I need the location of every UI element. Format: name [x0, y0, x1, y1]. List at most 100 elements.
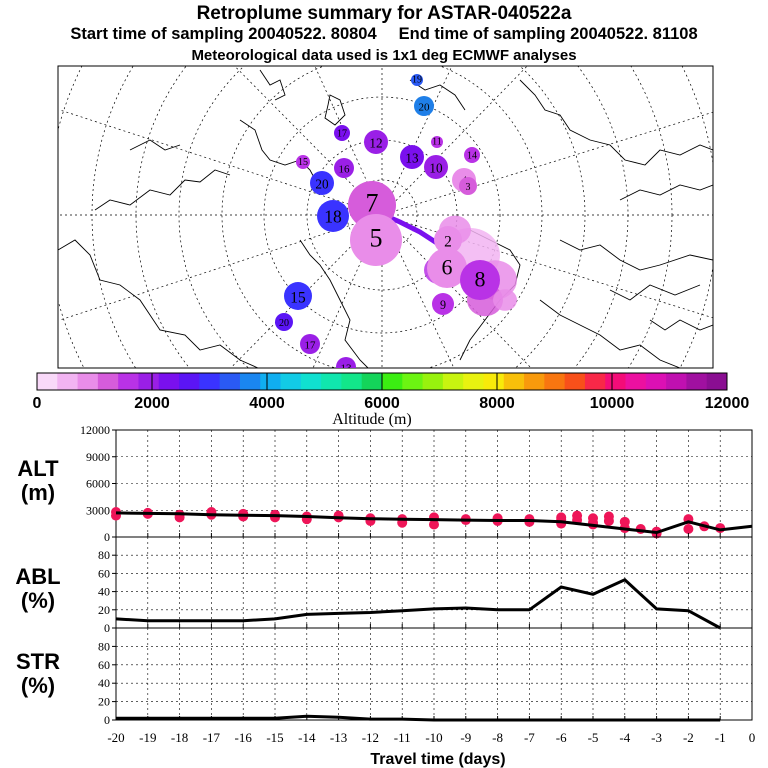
- alt-label-unit: (m): [20, 480, 56, 505]
- colorbar-swatch: [605, 373, 627, 390]
- colorbar-swatch: [341, 373, 363, 390]
- plume-marker: [350, 214, 402, 266]
- y-tick-label: 9000: [86, 450, 110, 464]
- start-time-label: Start time of sampling 20040522. 80804: [70, 25, 377, 43]
- x-tick-label: -1: [715, 730, 726, 745]
- colorbar-swatch: [219, 373, 241, 390]
- colorbar-tick-label: 4000: [249, 395, 285, 412]
- x-axis-label: Travel time (days): [370, 751, 505, 768]
- plume-marker: [336, 357, 356, 368]
- end-time-label: End time of sampling 20040522. 81108: [398, 25, 698, 43]
- str-label-text: STR: [16, 649, 60, 674]
- plume-marker-label: 17: [305, 340, 317, 352]
- plume-marker: [464, 147, 480, 163]
- colorbar-swatch: [483, 373, 505, 390]
- y-tick-label: 6000: [86, 477, 110, 491]
- plume-marker: [411, 74, 423, 86]
- alt-point: [683, 523, 694, 534]
- lat-lon-grid: [58, 66, 713, 368]
- alt-label-text: ALT: [17, 456, 59, 481]
- plume-marker: [334, 158, 354, 178]
- colorbar-swatch: [199, 373, 221, 390]
- colorbar-swatch: [118, 373, 139, 390]
- colorbar-swatch: [524, 373, 545, 390]
- alt-point: [603, 515, 614, 526]
- plume-marker-label: 12: [369, 135, 382, 150]
- plume-marker: [459, 177, 477, 195]
- colorbar-swatch: [179, 373, 200, 390]
- colorbar-swatch: [402, 373, 424, 390]
- plume-marker: [364, 130, 388, 154]
- polar-map: 2019131110141217161520187543268915172013: [57, 65, 714, 369]
- plume-marker-label: 15: [298, 157, 308, 168]
- colorbar-swatch: [503, 373, 525, 390]
- colorbar-swatch: [280, 373, 302, 390]
- colorbar-swatch: [666, 373, 687, 390]
- colorbar-swatch: [97, 373, 119, 390]
- x-tick-label: -12: [362, 730, 379, 745]
- str-label-unit: (%): [20, 673, 56, 698]
- alt-point: [429, 519, 439, 530]
- colorbar-tick-label: 10000: [590, 395, 635, 412]
- plume-marker-label: 7: [366, 188, 379, 217]
- plume-marker-label: 15: [290, 289, 306, 306]
- plume-markers: 2019131110141217161520187543268915172013: [275, 74, 517, 368]
- x-tick-label: -7: [524, 730, 535, 745]
- colorbar-tick-label: 2000: [134, 395, 170, 412]
- y-tick-label: 20: [98, 603, 110, 617]
- colorbar-swatch: [686, 373, 708, 390]
- colorbar-tick-label: 0: [33, 395, 42, 412]
- x-tick-label: -8: [492, 730, 503, 745]
- y-tick-label: 12000: [80, 423, 110, 437]
- colorbar-swatch: [158, 373, 180, 390]
- plume-marker-label: 18: [324, 206, 342, 226]
- colorbar-swatch: [57, 373, 79, 390]
- colorbar-swatch: [564, 373, 586, 390]
- coastlines: [58, 69, 713, 368]
- alt-point: [572, 510, 583, 521]
- x-tick-label: -10: [425, 730, 442, 745]
- plume-marker: [284, 282, 312, 310]
- colorbar-tick-label: 6000: [364, 395, 400, 412]
- y-tick-label: 20: [98, 695, 110, 709]
- met-data-label: Meteorological data used is 1x1 deg ECMW…: [191, 47, 577, 64]
- colorbar-swatch: [422, 373, 444, 390]
- colorbar-swatch: [382, 373, 403, 390]
- colorbar-swatch: [239, 373, 261, 390]
- x-tick-label: -6: [556, 730, 567, 745]
- plume-marker: [414, 96, 434, 116]
- abl-panel-label: ABL (%): [8, 565, 68, 613]
- x-tick-label: -18: [171, 730, 188, 745]
- plume-marker-label: 20: [279, 318, 289, 329]
- colorbar-swatch: [138, 373, 160, 390]
- x-tick-label: -11: [394, 730, 411, 745]
- plume-marker-label: 5: [370, 223, 383, 252]
- plume-marker-label: 9: [440, 298, 446, 312]
- plume-marker-label: 17: [337, 129, 347, 140]
- y-tick-label: 0: [104, 713, 110, 727]
- colorbar-swatch: [37, 373, 58, 390]
- colorbar-swatch: [300, 373, 322, 390]
- plume-marker-label: 20: [419, 102, 431, 114]
- y-tick-label: 3000: [86, 503, 110, 517]
- plume-marker: [310, 171, 334, 195]
- time-series-panels: 030006000900012000020406080020406080-20-…: [80, 423, 755, 768]
- x-tick-label: -2: [683, 730, 694, 745]
- colorbar-swatch: [645, 373, 667, 390]
- x-tick-label: 0: [749, 730, 756, 745]
- plume-marker-label: 16: [339, 164, 351, 176]
- colorbar-swatch: [321, 373, 342, 390]
- plume-marker-label: 8: [475, 266, 486, 291]
- y-tick-label: 80: [98, 548, 110, 562]
- x-tick-label: -14: [298, 730, 316, 745]
- x-tick-label: -16: [235, 730, 253, 745]
- plume-marker: [300, 334, 320, 354]
- plume-marker-label: 11: [432, 137, 442, 148]
- sampling-times: Start time of sampling 20040522. 80804 En…: [0, 25, 768, 44]
- y-tick-label: 60: [98, 658, 110, 672]
- plume-marker: [400, 145, 424, 169]
- abl-label-text: ABL: [15, 564, 61, 589]
- colorbar-swatch: [77, 373, 99, 390]
- plume-marker: [432, 293, 454, 315]
